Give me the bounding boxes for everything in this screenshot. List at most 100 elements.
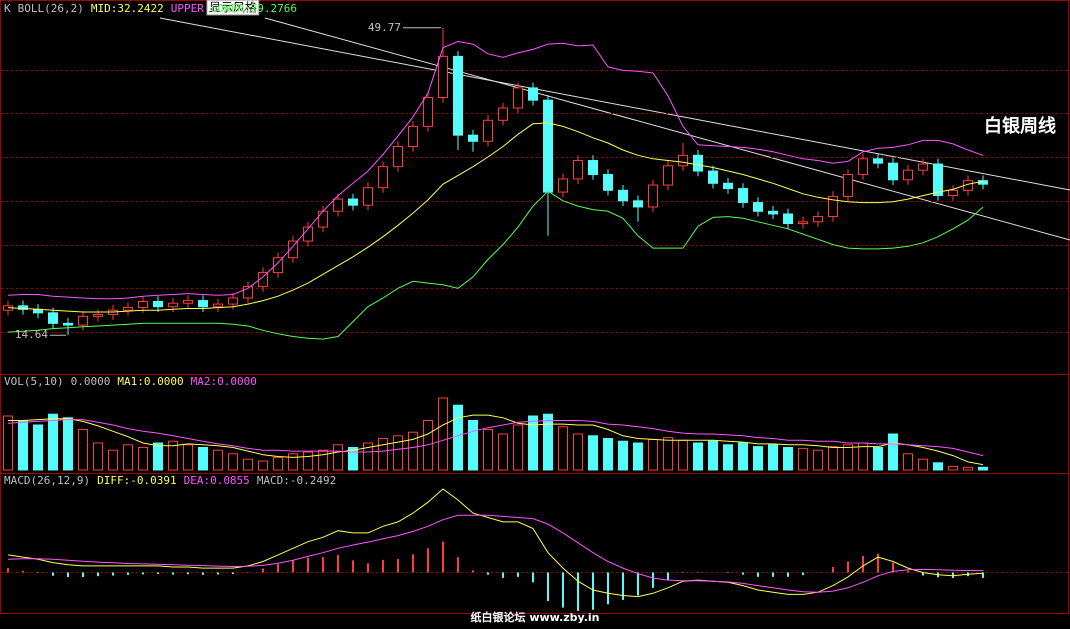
indicator-label: UPPER [171,2,204,15]
volume-bar [903,453,913,471]
volume-bar [153,442,163,471]
volume-bar [873,447,883,471]
volume-bar [648,438,658,471]
indicator-line [7,419,984,457]
volume-bar [408,431,418,471]
candle-body [918,163,928,171]
candle-body [573,160,583,180]
candle-body [168,302,178,308]
volume-bar [393,435,403,471]
volume-bar [663,437,673,471]
volume-bar [813,449,823,471]
volume-bar [33,424,43,471]
candle-body [543,99,553,193]
candle-body [978,180,988,185]
volume-bar [678,439,688,471]
indicator-line [7,40,984,300]
candle-body [753,202,763,212]
volume-bar [753,446,763,471]
volume-bar [633,442,643,471]
candle-body [618,189,628,202]
volume-bar [573,433,583,471]
candle-body [258,272,268,288]
volume-bar [978,466,988,471]
candle-body [948,189,958,197]
volume-bar [498,433,508,471]
indicator-label: LOWER:29.2766 [211,2,297,15]
indicator-line [7,488,984,598]
candle-body [528,87,538,101]
max-label: 49.77 [368,21,401,34]
volume-bar [438,397,448,471]
volume-bar [258,460,268,471]
candle-body [933,163,943,197]
candle-body [513,87,523,109]
candle-body [48,312,58,324]
volume-bar [213,449,223,471]
volume-bar [3,415,13,471]
volume-bar [603,438,613,471]
candle-body [468,134,478,142]
candle-body [708,170,718,184]
style-button[interactable] [206,0,260,16]
candle-body [483,119,493,142]
volume-bar [888,433,898,471]
volume-bar [558,426,568,471]
indicator-label: K [4,2,11,15]
volume-bar [963,466,973,471]
volume-bar [933,462,943,471]
candle-body [498,107,508,121]
candle-body [663,165,673,186]
volume-bar [768,444,778,471]
volume-bar [378,438,388,471]
candle-body [423,97,433,127]
volume-bar [138,447,148,471]
frame [0,0,1069,614]
candle-body [138,300,148,309]
volume-bar [288,453,298,471]
candle-body [603,174,613,191]
volume-bar [243,458,253,471]
candle-body [648,184,658,208]
volume-bar [708,440,718,471]
volume-bar [948,465,958,471]
volume-bar [228,453,238,471]
style-button-label[interactable]: 显示风格 [209,0,257,15]
volume-bar [78,429,88,471]
candle-body [78,315,88,326]
volume-bar [918,458,928,471]
indicator-label: MACD:-0.2492 [257,474,336,487]
candle-body [888,162,898,181]
candle-body [348,198,358,206]
volume-bar [363,442,373,471]
candle-body [738,188,748,204]
volume-bar [723,444,733,471]
volume-bar [798,447,808,471]
candle-body [873,158,883,164]
candle-body [813,216,823,223]
volume-bar [123,444,133,471]
volume-bar [453,404,463,471]
indicator-line [7,190,984,340]
candle-body [243,286,253,299]
volume-bar [528,415,538,471]
candle-body [678,154,688,167]
candle-body [783,213,793,225]
indicator-label: MACD(26,12,9) [4,474,90,487]
candle-body [633,200,643,208]
candle-body [183,300,193,304]
volume-bar [108,449,118,471]
candle-body [438,55,448,99]
indicator-line [8,414,984,466]
volume-bar [783,447,793,471]
candle-body [63,322,73,326]
indicator-line [7,514,984,593]
indicator-label: DIFF:-0.0391 [97,474,176,487]
candle-body [768,210,778,215]
candle-body [903,169,913,181]
volume-bar [303,451,313,471]
volume-bar [168,440,178,471]
volume-bar [828,446,838,471]
indicator-label: 0.0000 [71,375,111,388]
overlay: 49.77 14.64 K BOLL(26,2) MID:32.2422 UPPER 显示风… [4,0,441,487]
